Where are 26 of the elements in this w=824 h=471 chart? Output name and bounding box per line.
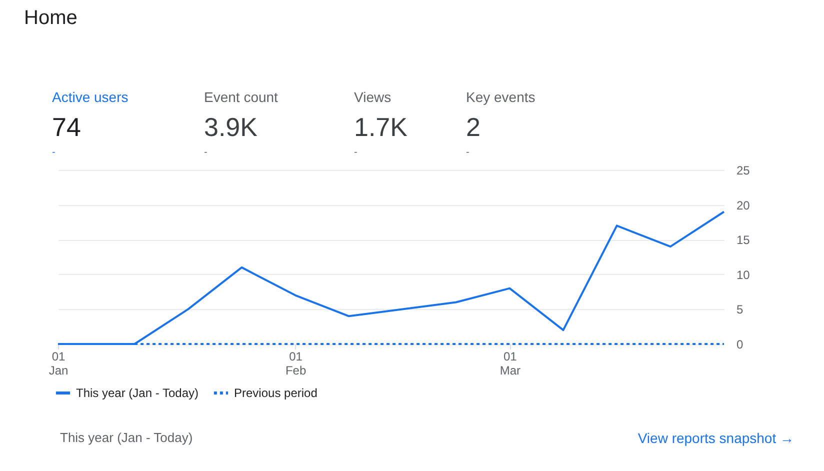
y-tick-label: 15 <box>736 233 750 248</box>
text: Key events <box>466 89 536 105</box>
y-tick-label: 0 <box>736 338 744 352</box>
y-tick-label: 10 <box>736 268 750 282</box>
y-tick-label: 20 <box>736 198 750 212</box>
text: 2 <box>466 112 480 142</box>
text: 74 <box>52 112 81 142</box>
x-tick-label: 01 Jan <box>48 350 68 378</box>
y-tick-label: 5 <box>736 302 744 317</box>
text: This year (Jan - Today) <box>60 430 193 445</box>
text: View reports snapshot → <box>638 430 794 446</box>
text: - <box>354 147 358 158</box>
text: 1.7K <box>354 112 408 142</box>
legend-label: This year (Jan - Today) <box>76 386 198 400</box>
y-tick-label: 25 <box>736 164 750 178</box>
x-tick-label: 01 Feb <box>285 350 306 378</box>
legend-label: Previous period <box>234 386 318 400</box>
text: Event count <box>204 89 278 105</box>
text: Views <box>354 89 392 105</box>
text: Active users <box>52 89 128 105</box>
x-tick-label: 01 Mar <box>500 350 520 378</box>
text: - <box>466 147 470 158</box>
text: - <box>204 147 208 158</box>
chart-title: Home <box>24 7 78 29</box>
text: - <box>52 147 56 158</box>
text: 3.9K <box>204 112 258 142</box>
